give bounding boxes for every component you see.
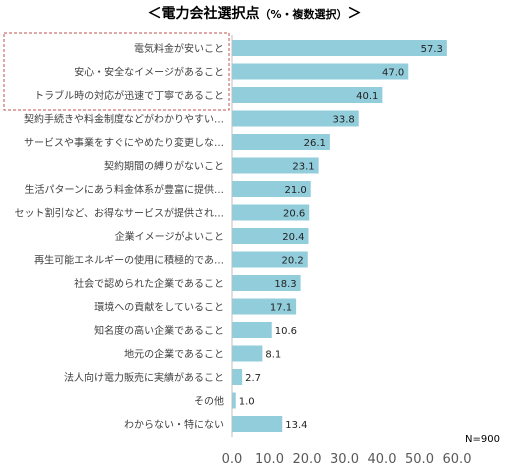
- chart-title-suffix: （%・複数選択）: [259, 8, 348, 21]
- data-label: 57.3: [421, 44, 443, 55]
- bar: [232, 110, 359, 127]
- bar: [232, 322, 272, 338]
- highlight-box: [3, 32, 230, 111]
- data-label: 26.1: [304, 138, 326, 149]
- bar: [232, 416, 283, 432]
- chart-title-main: ＜電力会社選択点: [147, 6, 260, 22]
- data-label: 8.1: [265, 350, 281, 361]
- category-label: 契約手続きや料金制度などがわかりやすい…: [24, 113, 224, 126]
- data-label: 18.3: [274, 279, 296, 290]
- bar: [232, 228, 309, 244]
- bar: [232, 87, 383, 103]
- bar: [232, 40, 447, 56]
- category-label: 知名度の高い企業であること: [94, 324, 224, 337]
- category-label: 地元の企業であること: [124, 348, 224, 361]
- bar: [232, 63, 409, 80]
- category-label: サービスや事業をすぐにやめたり変更しな…: [24, 136, 224, 149]
- bar: [232, 251, 308, 268]
- data-label: 20.2: [281, 256, 303, 267]
- data-label: 40.1: [356, 91, 378, 102]
- bar: [232, 298, 297, 315]
- data-label: 13.4: [285, 420, 307, 431]
- bar: [232, 275, 301, 291]
- data-label: 17.1: [270, 303, 292, 314]
- bar: [232, 134, 330, 150]
- data-label: 20.4: [282, 232, 304, 243]
- data-label: 10.6: [275, 326, 297, 337]
- data-label: 2.7: [245, 373, 261, 384]
- chart-title-end: ＞: [347, 6, 362, 22]
- x-tick-label: 10.0: [255, 452, 284, 467]
- data-label: 21.0: [284, 185, 306, 196]
- data-label: 1.0: [239, 397, 255, 408]
- chart-title: ＜電力会社選択点（%・複数選択）＞: [0, 3, 509, 23]
- bar: [232, 181, 311, 197]
- bar: [232, 392, 236, 409]
- bar: [232, 204, 310, 221]
- x-tick-label: 60.0: [443, 452, 472, 467]
- data-label: 20.6: [283, 209, 305, 220]
- category-label: トラブル時の対応が迅速で丁寧であること: [34, 89, 224, 102]
- data-label: 47.0: [382, 68, 404, 79]
- x-tick-label: 20.0: [293, 452, 322, 467]
- x-tick-label: 40.0: [368, 452, 397, 467]
- category-label: 法人向け電力販売に実績があること: [64, 371, 224, 384]
- category-label: セット割引など、お得なサービスが提供され…: [15, 207, 225, 220]
- data-label: 23.1: [292, 162, 314, 173]
- category-label: 電気料金が安いこと: [134, 42, 224, 55]
- bar: [232, 157, 319, 174]
- category-label: 環境への貢献をしていること: [94, 301, 224, 314]
- category-label: 企業イメージがよいこと: [115, 230, 224, 243]
- x-tick-label: 0.0: [222, 452, 243, 467]
- category-label: わからない・特にない: [124, 419, 224, 431]
- x-tick-label: 50.0: [405, 452, 434, 467]
- bar: [232, 345, 263, 362]
- category-label: 生活パターンにあう料金体系が豊富に提供…: [25, 183, 225, 196]
- sample-size-note: N=900: [465, 434, 500, 445]
- category-label: その他: [194, 395, 224, 408]
- category-label: 契約期間の縛りがないこと: [104, 160, 224, 173]
- bar: [232, 369, 243, 385]
- category-label: 再生可能エネルギーの使用に積極的であ…: [34, 254, 224, 267]
- data-label: 33.8: [332, 115, 354, 126]
- category-label: 社会で認められた企業であること: [74, 277, 224, 290]
- category-label: 安心・安全なイメージがあること: [74, 66, 224, 79]
- x-tick-label: 30.0: [330, 452, 359, 467]
